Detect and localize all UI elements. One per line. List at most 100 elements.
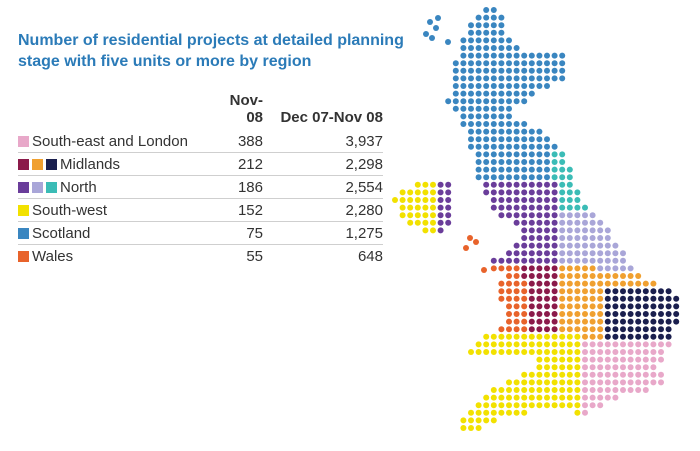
map-dot-south-east-london	[642, 387, 649, 393]
map-dot-scotland	[490, 136, 497, 143]
map-dot-east	[635, 326, 642, 333]
map-dot-south-east-london	[627, 356, 634, 363]
map-dot-east	[620, 318, 626, 325]
map-dot-scotland	[483, 151, 490, 158]
map-dot-south-east-london	[582, 387, 588, 393]
map-dot-east-midlands	[566, 326, 573, 333]
map-dot-south-west	[544, 379, 550, 386]
map-dot-scotland	[468, 90, 474, 97]
map-dot-yorkshire	[566, 242, 573, 249]
map-dot-south-west	[475, 349, 482, 355]
map-dot-east-midlands	[582, 273, 588, 279]
map-dot-south-west	[475, 425, 482, 431]
map-dot-scotland	[452, 98, 459, 105]
map-dot-scotland	[483, 83, 490, 89]
region-label: Scotland	[32, 224, 91, 242]
map-dot-scotland	[536, 75, 543, 82]
map-dot-south-west	[544, 333, 550, 340]
map-dot-west-midlands	[536, 326, 543, 333]
map-dot-north-east	[574, 197, 581, 203]
map-dot-west-midlands	[528, 311, 535, 317]
map-dot-east	[620, 326, 626, 333]
map-dot-north-west	[490, 181, 497, 188]
legend-swatch	[18, 250, 29, 262]
map-dot-scotland	[475, 151, 482, 158]
map-dot-east-midlands	[559, 303, 566, 310]
map-dot-west-midlands	[536, 311, 543, 317]
map-dot-south-west	[536, 387, 543, 393]
map-dot-yorkshire	[574, 235, 581, 241]
map-dot-scotland	[521, 159, 528, 165]
map-dot-scotland	[483, 60, 490, 67]
map-dot-scotland	[506, 37, 512, 44]
table-row: South-west 152 2,280	[18, 198, 383, 222]
chart-title-line-2: stage with five units or more by region	[18, 53, 312, 70]
map-dot-scotland	[498, 75, 505, 82]
map-dot-scotland	[559, 67, 566, 74]
region-label: Midlands	[60, 155, 121, 173]
map-dot-scotland	[528, 75, 535, 82]
map-dot-south-east-london	[589, 394, 596, 401]
map-dot-scotland	[483, 105, 490, 112]
map-dot-west-midlands	[551, 265, 558, 272]
map-dot-north-west	[490, 204, 497, 211]
map-dot-scotland	[528, 83, 535, 89]
map-dot-northern-ireland	[422, 204, 429, 211]
map-dot-scotland	[544, 166, 550, 173]
map-dot-wales	[521, 280, 528, 287]
map-dot-east	[658, 311, 664, 317]
map-dot-south-east-london	[612, 341, 619, 348]
map-dot-east-midlands	[566, 318, 573, 325]
map-dot-south-west	[566, 379, 573, 386]
map-dot-south-east-london	[597, 341, 604, 348]
map-dot-north-west	[521, 189, 528, 196]
map-dot-east-midlands	[559, 273, 566, 279]
map-dot-south-east-london	[627, 349, 634, 355]
map-dot-scotland	[513, 174, 520, 181]
map-dot-north-west	[521, 181, 528, 188]
map-dot-north-west	[521, 257, 528, 264]
legend-swatch	[46, 158, 57, 170]
map-dot-east-midlands	[574, 280, 581, 287]
map-dot-scotland	[521, 136, 528, 143]
map-dot-south-west	[574, 387, 581, 393]
map-dot-east-midlands	[612, 280, 619, 287]
map-dot-scotland	[513, 136, 520, 143]
map-dot-north-west	[544, 219, 550, 226]
map-dot-north-west	[536, 227, 543, 234]
map-dot-scotland	[521, 121, 528, 127]
map-dot-south-east-london	[612, 387, 619, 393]
map-dot-north-west	[544, 181, 550, 188]
map-dot-north-west	[536, 189, 543, 196]
map-dot-scotland	[506, 166, 512, 173]
map-dot-yorkshire	[582, 242, 588, 249]
map-dot-south-east-london	[620, 379, 626, 386]
map-dot-west-midlands	[521, 265, 528, 272]
map-dot-south-west	[513, 394, 520, 401]
map-dot-scotland	[521, 90, 528, 97]
map-dot-east	[620, 295, 626, 302]
map-dot-east	[650, 318, 657, 325]
map-dot-west-midlands	[528, 265, 535, 272]
map-dot-north-west	[513, 219, 520, 226]
map-dot-south-west	[574, 394, 581, 401]
map-dot-scotland	[475, 90, 482, 97]
map-dot-east	[673, 303, 680, 310]
map-dot-yorkshire	[604, 265, 611, 272]
legend-swatch	[18, 204, 29, 216]
map-dot-south-west	[559, 387, 566, 393]
map-dot-east-midlands	[582, 318, 588, 325]
map-dot-northern-ireland	[414, 204, 421, 211]
map-dot-north-west	[506, 181, 512, 188]
map-dot-scotland	[513, 75, 520, 82]
map-dot-south-west	[551, 364, 558, 371]
map-dot-east-midlands	[620, 280, 626, 287]
map-dot-south-west	[536, 379, 543, 386]
map-dot-east	[650, 295, 657, 302]
map-dot-north-east	[551, 174, 558, 181]
map-dot-north-west	[513, 250, 520, 257]
map-dot-north-west	[528, 204, 535, 211]
map-dot-east-midlands	[566, 273, 573, 279]
map-dot-south-west	[468, 409, 474, 416]
